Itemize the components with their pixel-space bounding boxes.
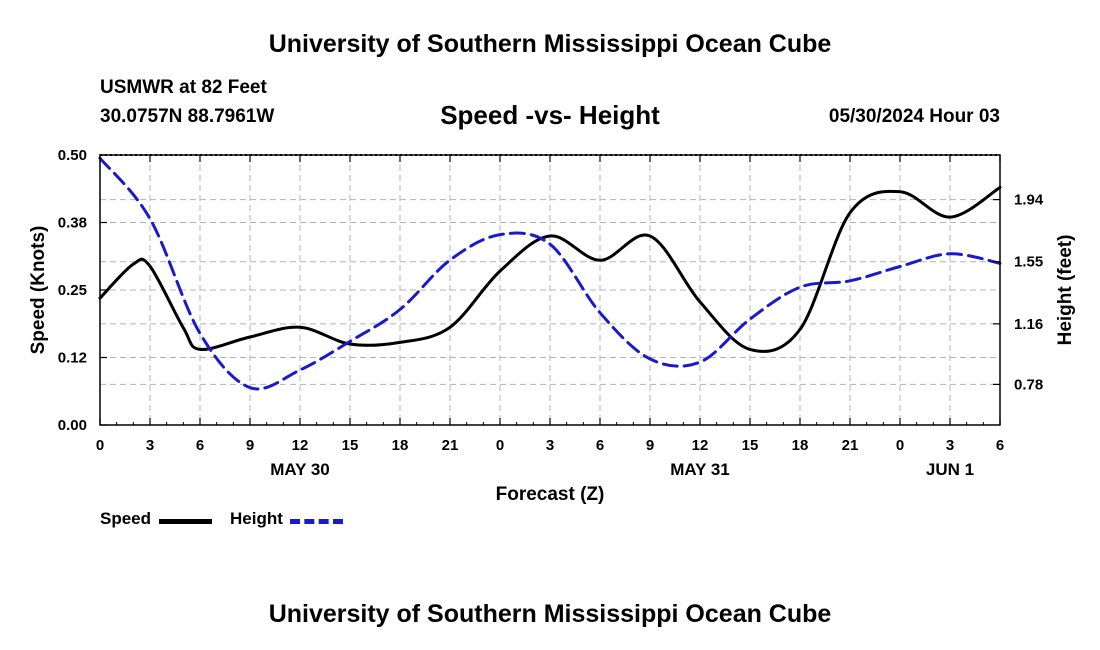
x-tick-label: 15 — [742, 437, 759, 454]
date-label: JUN 1 — [926, 460, 974, 479]
footer-title: University of Southern Mississippi Ocean… — [268, 600, 832, 628]
legend-height-swatch — [290, 519, 343, 524]
x-tick-label: 0 — [896, 437, 904, 454]
x-tick-label: 21 — [442, 437, 459, 454]
x-tick-label: 3 — [546, 437, 554, 454]
y-left-tick-label: 0.50 — [58, 147, 87, 164]
x-tick-label: 18 — [792, 437, 809, 454]
chart-subtitle: Speed -vs- Height — [440, 100, 660, 130]
height-series-line — [98, 156, 1002, 391]
x-tick-label: 15 — [342, 437, 359, 454]
x-tick-label: 21 — [842, 437, 859, 454]
x-tick-label: 6 — [596, 437, 604, 454]
y-left-tick-label: 0.12 — [58, 350, 87, 367]
x-tick-label: 0 — [496, 437, 504, 454]
y-left-tick-label: 0.38 — [58, 215, 87, 232]
y-left-tick-label: 0.25 — [58, 282, 87, 299]
y-left-axis-title: Speed (Knots) — [28, 226, 49, 355]
y-left-tick-label: 0.00 — [58, 417, 87, 434]
date-label: MAY 30 — [270, 460, 330, 479]
x-tick-label: 3 — [946, 437, 954, 454]
date-label: MAY 31 — [670, 460, 730, 479]
x-tick-label: 6 — [196, 437, 204, 454]
x-tick-label: 0 — [96, 437, 104, 454]
x-tick-label: 3 — [146, 437, 154, 454]
y-right-axis-title: Height (feet) — [1055, 235, 1076, 346]
x-tick-label: 9 — [246, 437, 254, 454]
legend-speed-swatch — [159, 519, 212, 524]
speed-series-line — [98, 185, 1002, 353]
y-right-tick-label: 1.55 — [1014, 254, 1043, 271]
x-tick-label: 12 — [292, 437, 309, 454]
chart-title: University of Southern Mississippi Ocean… — [268, 30, 832, 58]
legend-speed-label: Speed — [100, 509, 152, 528]
x-tick-label: 6 — [996, 437, 1004, 454]
x-axis-title: Forecast (Z) — [496, 484, 605, 505]
y-right-tick-label: 0.78 — [1014, 376, 1043, 393]
legend-height-label: Height — [230, 509, 283, 528]
x-tick-label: 18 — [392, 437, 409, 454]
y-right-tick-label: 1.16 — [1014, 316, 1043, 333]
x-tick-label: 12 — [692, 437, 709, 454]
coordinates-label: 30.0757N 88.7961W — [100, 106, 275, 127]
datetime-label: 05/30/2024 Hour 03 — [828, 106, 1000, 127]
y-right-tick-label: 1.94 — [1014, 192, 1044, 209]
station-label: USMWR at 82 Feet — [100, 77, 267, 98]
x-tick-label: 9 — [646, 437, 654, 454]
